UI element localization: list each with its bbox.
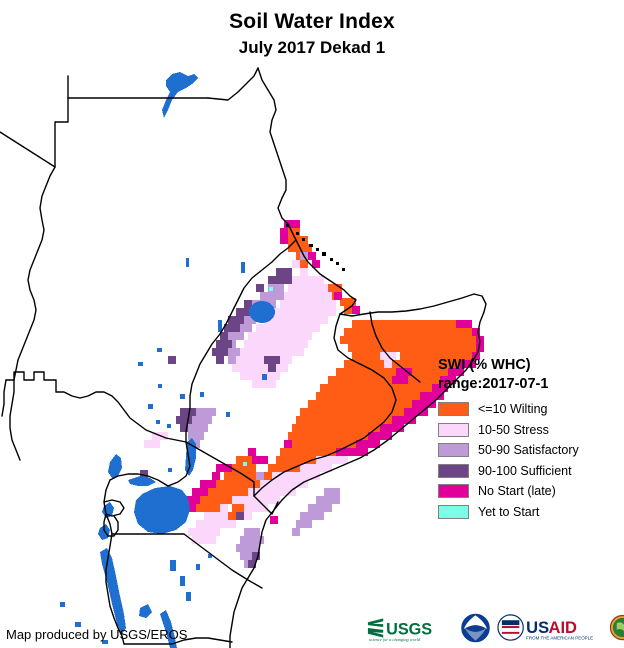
map-credit: Map produced by USGS/EROS	[6, 627, 188, 642]
coastline-islands	[286, 224, 345, 271]
fewsnet-logo: FEWS NET FAMINE EARLY WARNING SYSTEMS NE…	[609, 614, 624, 641]
swi-class-yet-to-start	[243, 287, 273, 466]
svg-text:USGS: USGS	[386, 621, 432, 639]
legend-title: SWI (% WHC)	[438, 357, 531, 373]
country-borders-layer	[0, 67, 487, 648]
svg-text:science for a changing world: science for a changing world	[369, 637, 421, 642]
page-subtitle: July 2017 Dekad 1	[238, 38, 386, 57]
map-canvas[interactable]	[0, 62, 624, 648]
map-svg	[0, 62, 624, 648]
legend-swatch-stress	[438, 422, 469, 437]
legend-swatch-sufficient	[438, 463, 469, 478]
legend-swatch-satisfactory	[438, 443, 469, 458]
legend-range: range:2017-07-1	[438, 376, 549, 392]
legend-item-wilting[interactable]: <=10 Wilting	[438, 399, 622, 420]
svg-text:US: US	[526, 618, 549, 637]
legend-item-yet-to-start[interactable]: Yet to Start	[438, 502, 622, 523]
usgs-logo: USGS science for a changing world	[367, 618, 432, 642]
title-block: Soil Water Index July 2017 Dekad 1	[0, 0, 624, 60]
map-legend: SWI (% WHC) range:2017-07-1 <=10 Wilting…	[438, 356, 622, 522]
legend-swatch-no-start	[438, 484, 469, 499]
legend-swatch-wilting	[438, 402, 469, 417]
page-title: Soil Water Index	[229, 10, 395, 33]
legend-label-sufficient: 90-100 Sufficient	[478, 463, 572, 478]
legend-label-no-start: No Start (late)	[478, 484, 556, 499]
legend-label-stress: 10-50 Stress	[478, 422, 549, 437]
svg-text:FROM THE AMERICAN PEOPLE: FROM THE AMERICAN PEOPLE	[526, 636, 593, 641]
legend-item-satisfactory[interactable]: 50-90 Satisfactory	[438, 440, 622, 461]
legend-item-sufficient[interactable]: 90-100 Sufficient	[438, 461, 622, 482]
map-background	[0, 62, 624, 648]
noaa-logo	[461, 613, 490, 643]
legend-item-stress[interactable]: 10-50 Stress	[438, 420, 622, 441]
legend-label-satisfactory: 50-90 Satisfactory	[478, 443, 579, 458]
legend-swatch-yet-to-start	[438, 504, 469, 519]
logo-bar: USGS science for a changing world US AID…	[366, 612, 624, 644]
swi-class-sufficient	[140, 268, 292, 568]
svg-text:AID: AID	[549, 618, 578, 637]
legend-item-no-start[interactable]: No Start (late)	[438, 481, 622, 502]
legend-label-yet-to-start: Yet to Start	[478, 504, 540, 519]
legend-label-wilting: <=10 Wilting	[478, 402, 548, 417]
usaid-logo: US AID FROM THE AMERICAN PEOPLE	[497, 614, 593, 641]
